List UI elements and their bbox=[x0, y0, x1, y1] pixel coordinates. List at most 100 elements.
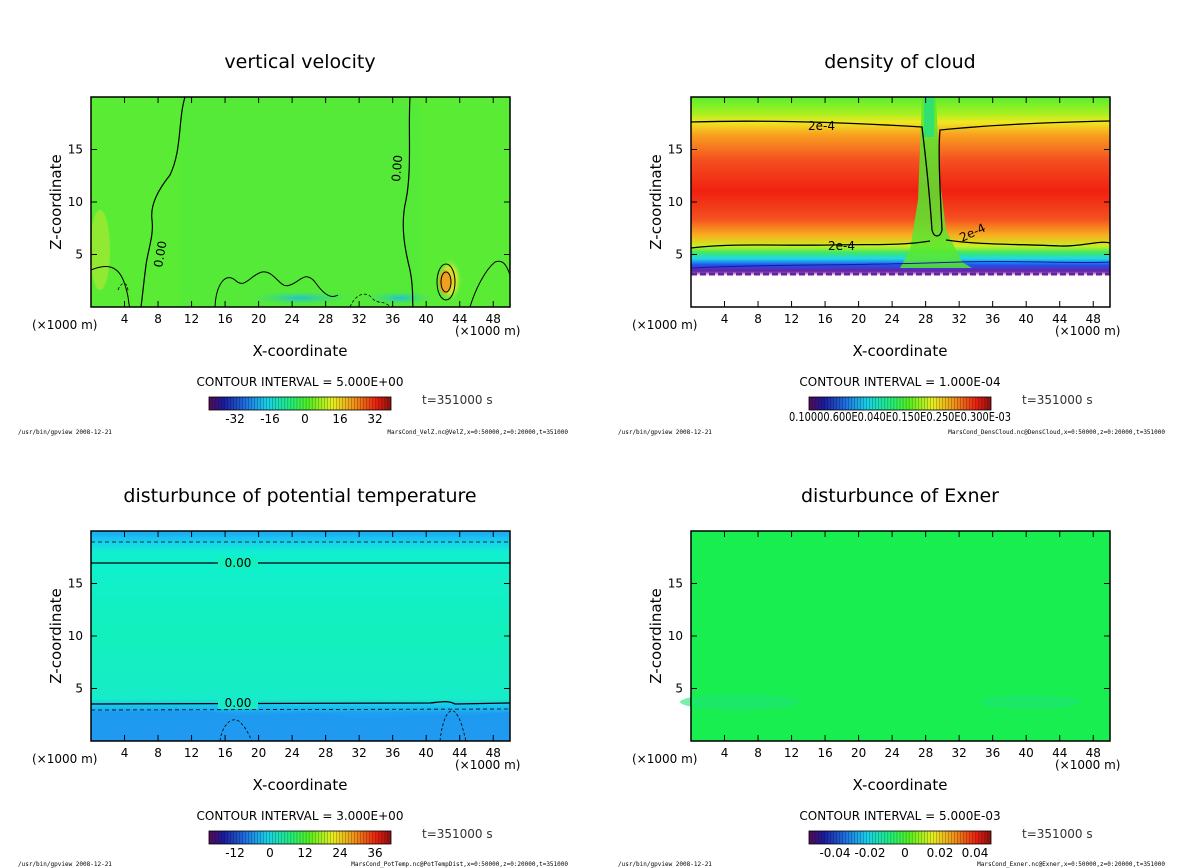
x-axis-label: X-coordinate bbox=[853, 776, 948, 794]
x-tick-label: 44 bbox=[452, 312, 467, 326]
panel-density-of-cloud: density of cloud 2e-4 2e-4 2e-4 4 8 12 16 20… bbox=[618, 51, 1165, 436]
x-unit-left: (×1000 m) bbox=[632, 318, 697, 332]
x-axis-label: X-coordinate bbox=[253, 342, 348, 360]
plot-area: 0.00 0.00 bbox=[90, 96, 511, 308]
y-tick-label: 10 bbox=[68, 195, 83, 209]
time-label: t=351000 s bbox=[422, 393, 493, 407]
time-label: t=351000 s bbox=[1022, 393, 1093, 407]
contour-label: 0.00 bbox=[225, 556, 252, 570]
x-tick-label: 8 bbox=[154, 312, 162, 326]
x-unit-left: (×1000 m) bbox=[32, 318, 97, 332]
plot-area: 0.00 0.00 bbox=[90, 530, 511, 742]
chart-title: vertical velocity bbox=[224, 51, 375, 73]
x-tick-label: 44 bbox=[452, 746, 467, 760]
y-axis-ticks: 5 10 15 bbox=[668, 143, 1110, 262]
colorbar-tick-label: -32 bbox=[225, 412, 245, 426]
y-tick-label: 5 bbox=[675, 248, 683, 262]
y-tick-label: 15 bbox=[68, 577, 83, 591]
x-unit-left: (×1000 m) bbox=[632, 752, 697, 766]
y-axis-ticks: 5 10 15 bbox=[668, 577, 1110, 696]
x-unit-left: (×1000 m) bbox=[32, 752, 97, 766]
footer-right: MarsCond_Exner.nc@Exner,x=0:50000,z=0:20… bbox=[977, 861, 1165, 868]
colorbar-tick-labels: 0.10000.600E0.040E0.150E0.250E0.300E-03 bbox=[789, 410, 1011, 424]
colorbar-tick-label: 0 bbox=[301, 412, 309, 426]
footer-right: MarsCond_DensCloud.nc@DensCloud,x=0:5000… bbox=[948, 429, 1165, 436]
x-tick-label: 8 bbox=[754, 312, 762, 326]
x-unit-right: (×1000 m) bbox=[455, 324, 520, 338]
x-tick-label: 32 bbox=[352, 312, 367, 326]
y-tick-label: 5 bbox=[75, 682, 83, 696]
x-tick-label: 8 bbox=[754, 746, 762, 760]
colorbar-tick-label: 0.02 bbox=[927, 846, 954, 860]
x-tick-label: 16 bbox=[217, 746, 232, 760]
x-tick-label: 4 bbox=[121, 746, 129, 760]
chart-title: disturbunce of potential temperature bbox=[123, 485, 476, 507]
y-axis-label: Z-coordinate bbox=[47, 588, 65, 683]
x-tick-label: 32 bbox=[952, 312, 967, 326]
x-tick-label: 28 bbox=[318, 746, 333, 760]
colorbar-tick-label: 16 bbox=[332, 412, 347, 426]
colorbar-tick-label: 0.04 bbox=[962, 846, 989, 860]
time-label: t=351000 s bbox=[422, 827, 493, 841]
colorbar-tick-label: 36 bbox=[367, 846, 382, 860]
y-axis-ticks: 5 10 15 bbox=[68, 577, 510, 696]
x-tick-label: 48 bbox=[1086, 312, 1101, 326]
colorbar-tick-label: -16 bbox=[260, 412, 280, 426]
contour-interval: CONTOUR INTERVAL = 3.000E+00 bbox=[197, 809, 404, 823]
footer-left: /usr/bin/gpview 2008-12-21 bbox=[18, 861, 112, 868]
x-tick-label: 24 bbox=[284, 746, 299, 760]
contour-interval: CONTOUR INTERVAL = 5.000E+00 bbox=[197, 375, 404, 389]
x-tick-label: 20 bbox=[851, 312, 866, 326]
x-tick-label: 36 bbox=[985, 312, 1000, 326]
x-tick-label: 4 bbox=[721, 312, 729, 326]
y-tick-label: 5 bbox=[75, 248, 83, 262]
plot-area bbox=[680, 530, 1111, 742]
panel-vertical-velocity: vertical velocity 0.00 0.00 4 8 12 16 20 24 28… bbox=[18, 51, 568, 436]
x-unit-right: (×1000 m) bbox=[455, 758, 520, 772]
x-tick-label: 28 bbox=[318, 312, 333, 326]
contour-label: 0.00 bbox=[225, 696, 252, 710]
x-tick-label: 20 bbox=[251, 746, 266, 760]
x-tick-label: 28 bbox=[918, 312, 933, 326]
x-tick-label: 20 bbox=[851, 746, 866, 760]
contour-label: 2e-4 bbox=[808, 119, 835, 133]
panel-potential-temperature: disturbunce of potential temperature 0.0… bbox=[18, 485, 568, 868]
x-tick-label: 24 bbox=[884, 312, 899, 326]
x-axis-ticks: 4 8 12 16 20 24 28 32 36 40 44 48 bbox=[121, 97, 501, 326]
y-tick-label: 15 bbox=[68, 143, 83, 157]
x-tick-label: 36 bbox=[385, 312, 400, 326]
x-tick-label: 40 bbox=[1019, 746, 1034, 760]
x-tick-label: 12 bbox=[784, 312, 799, 326]
x-tick-label: 32 bbox=[952, 746, 967, 760]
x-axis-ticks: 4 8 12 16 20 24 28 32 36 40 44 48 bbox=[121, 531, 501, 760]
contour-label: 2e-4 bbox=[828, 239, 855, 253]
x-tick-label: 48 bbox=[1086, 746, 1101, 760]
x-tick-label: 48 bbox=[486, 312, 501, 326]
y-tick-label: 10 bbox=[668, 195, 683, 209]
y-tick-label: 10 bbox=[668, 629, 683, 643]
y-tick-label: 15 bbox=[668, 143, 683, 157]
colorbar-tick-label: 12 bbox=[297, 846, 312, 860]
x-tick-label: 40 bbox=[419, 746, 434, 760]
x-tick-label: 32 bbox=[352, 746, 367, 760]
x-unit-right: (×1000 m) bbox=[1055, 758, 1120, 772]
x-tick-label: 16 bbox=[817, 312, 832, 326]
colorbar-ticks: -32 -16 0 16 32 bbox=[225, 412, 382, 426]
colorbar-ticks: -12 0 12 24 36 bbox=[225, 846, 382, 860]
y-axis-label: Z-coordinate bbox=[647, 588, 665, 683]
contour-interval: CONTOUR INTERVAL = 5.000E-03 bbox=[799, 809, 1000, 823]
x-axis-label: X-coordinate bbox=[853, 342, 948, 360]
colorbar bbox=[208, 830, 392, 845]
y-axis-label: Z-coordinate bbox=[647, 154, 665, 249]
x-tick-label: 36 bbox=[385, 746, 400, 760]
colorbar-tick-label: -0.04 bbox=[819, 846, 850, 860]
footer-right: MarsCond_PotTemp.nc@PotTempDist,x=0:5000… bbox=[351, 861, 568, 868]
x-tick-label: 44 bbox=[1052, 312, 1067, 326]
time-label: t=351000 s bbox=[1022, 827, 1093, 841]
x-axis-label: X-coordinate bbox=[253, 776, 348, 794]
colorbar-tick-label: 32 bbox=[367, 412, 382, 426]
colorbar-ticks: -0.04 -0.02 0 0.02 0.04 bbox=[819, 846, 988, 860]
x-tick-label: 16 bbox=[817, 746, 832, 760]
footer-right: MarsCond_VelZ.nc@VelZ,x=0:50000,z=0:2000… bbox=[387, 429, 568, 436]
y-tick-label: 10 bbox=[68, 629, 83, 643]
